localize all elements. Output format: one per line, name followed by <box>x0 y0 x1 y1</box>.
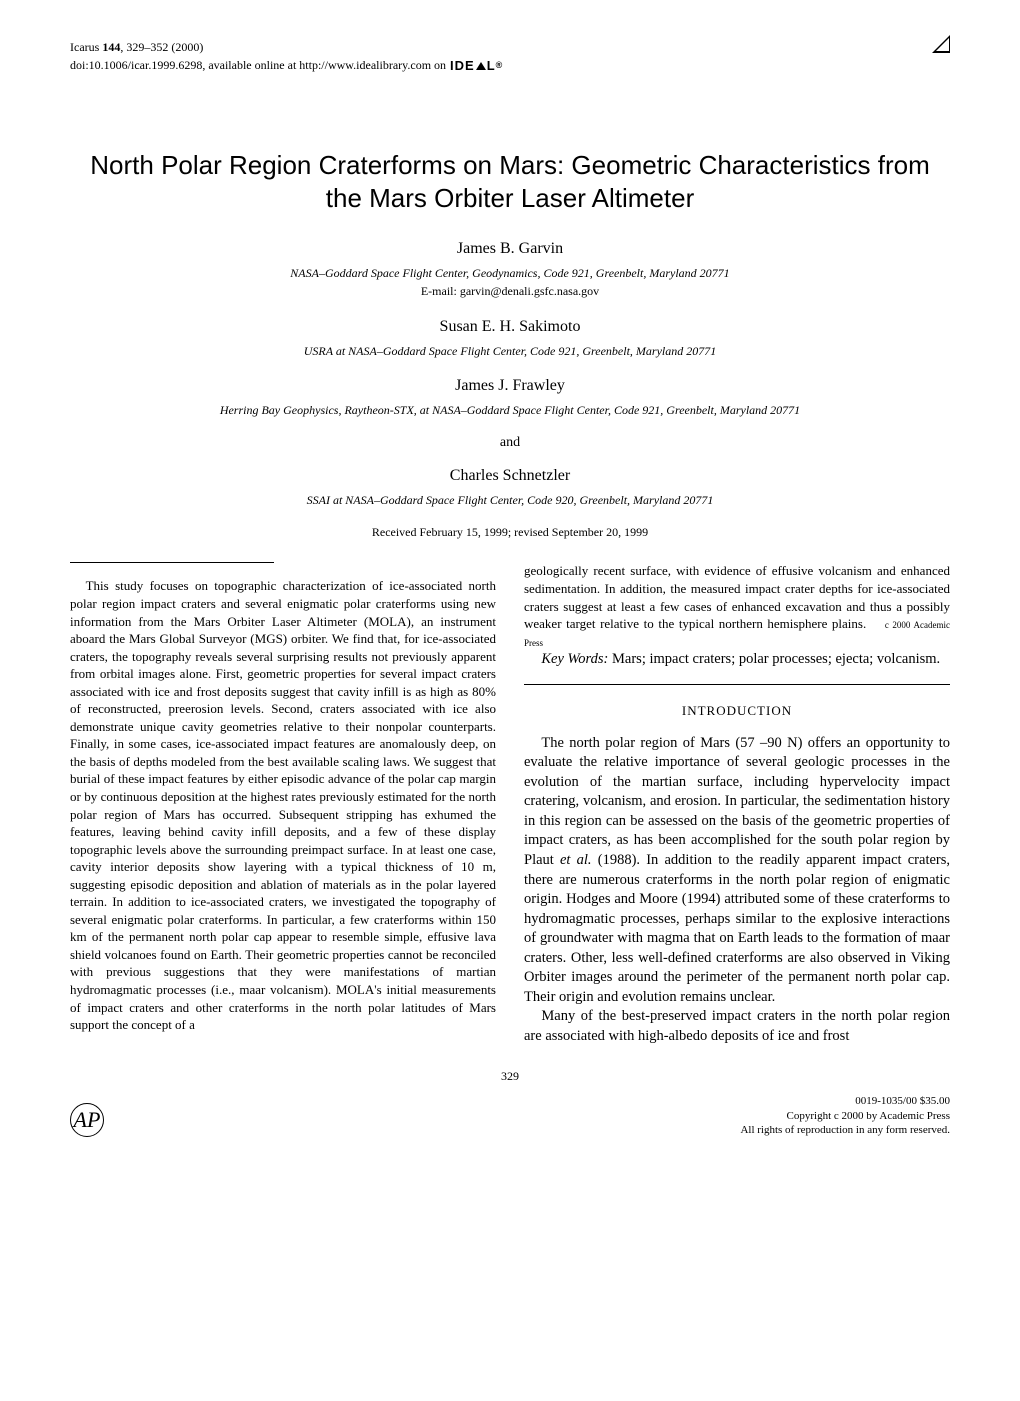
author-name-2: Susan E. H. Sakimoto <box>70 317 950 338</box>
author-name-1: James B. Garvin <box>70 239 950 260</box>
section-heading-intro: INTRODUCTION <box>524 703 950 720</box>
author-block-4: Charles Schnetzler SSAI at NASA–Goddard … <box>70 466 950 508</box>
keywords-text: Mars; impact craters; polar processes; e… <box>612 651 940 667</box>
author-email-1: E-mail: garvin@denali.gsfc.nasa.gov <box>70 284 950 300</box>
abstract-text: This study focuses on topographic charac… <box>70 577 496 1033</box>
author-name-4: Charles Schnetzler <box>70 466 950 487</box>
publisher-logo: AP <box>70 1103 104 1137</box>
author-block-2: Susan E. H. Sakimoto USRA at NASA–Goddar… <box>70 317 950 359</box>
footer-issn: 0019-1035/00 $35.00 <box>740 1094 950 1108</box>
abstract-paragraph: This study focuses on topographic charac… <box>70 577 496 1033</box>
left-column: This study focuses on topographic charac… <box>70 562 496 1046</box>
journal-header: Icarus 144, 329–352 (2000) <box>70 40 950 56</box>
corner-mark <box>932 35 950 53</box>
footer-copyright-line: Copyright c 2000 by Academic Press <box>740 1109 950 1123</box>
author-block-3: James J. Frawley Herring Bay Geophysics,… <box>70 376 950 418</box>
right-column: geologically recent surface, with eviden… <box>524 562 950 1046</box>
intro-paragraph-1: The north polar region of Mars (57 –90 N… <box>524 734 950 1008</box>
page-number: 329 <box>70 1069 950 1085</box>
author-affiliation-2: USRA at NASA–Goddard Space Flight Center… <box>70 344 950 360</box>
abstract-top-rule <box>70 562 274 563</box>
author-name-3: James J. Frawley <box>70 376 950 397</box>
intro-paragraph-2: Many of the best-preserved impact crater… <box>524 1007 950 1046</box>
abstract-continuation: geologically recent surface, with eviden… <box>524 562 950 650</box>
abstract-bottom-rule <box>524 684 950 685</box>
footer-copyright: 0019-1035/00 $35.00 Copyright c 2000 by … <box>740 1094 950 1137</box>
page-footer: AP 0019-1035/00 $35.00 Copyright c 2000 … <box>70 1094 950 1137</box>
article-title: North Polar Region Craterforms on Mars: … <box>70 149 950 214</box>
author-affiliation-4: SSAI at NASA–Goddard Space Flight Center… <box>70 493 950 509</box>
keywords-line: Key Words: Mars; impact craters; polar p… <box>524 650 950 670</box>
and-separator: and <box>70 434 950 452</box>
keywords-label: Key Words: <box>541 651 608 667</box>
doi-line: doi:10.1006/icar.1999.6298, available on… <box>70 58 950 75</box>
author-block-1: James B. Garvin NASA–Goddard Space Fligh… <box>70 239 950 299</box>
doi-text: doi:10.1006/icar.1999.6298, available on… <box>70 58 446 74</box>
introduction-text: The north polar region of Mars (57 –90 N… <box>524 734 950 1047</box>
author-affiliation-1: NASA–Goddard Space Flight Center, Geodyn… <box>70 266 950 282</box>
ideal-logo: IDEL® <box>450 58 503 75</box>
two-column-layout: This study focuses on topographic charac… <box>70 562 950 1046</box>
author-affiliation-3: Herring Bay Geophysics, Raytheon-STX, at… <box>70 403 950 419</box>
received-dates: Received February 15, 1999; revised Sept… <box>70 525 950 541</box>
footer-rights: All rights of reproduction in any form r… <box>740 1123 950 1137</box>
